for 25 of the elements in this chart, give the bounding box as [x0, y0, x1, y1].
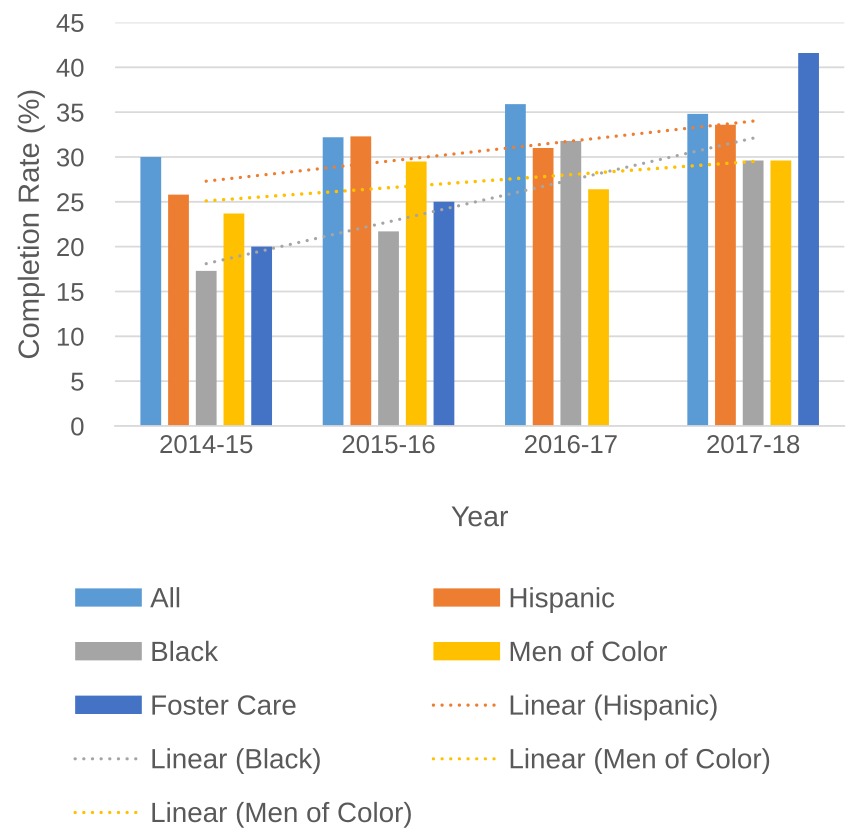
- y-axis-title: Completion Rate (%): [18, 90, 45, 358]
- legend-label: Black: [152, 640, 218, 662]
- y-tick-label: 35: [56, 104, 84, 122]
- y-tick-label: 40: [56, 58, 84, 77]
- x-tick-label: 2016-17: [524, 434, 617, 454]
- y-tick-label: 45: [56, 14, 84, 32]
- legend-label: Foster Care: [152, 695, 296, 715]
- legend-label: Hispanic: [510, 587, 614, 614]
- y-tick-label: 20: [57, 238, 84, 256]
- legend-label: Men of Color: [510, 640, 667, 662]
- y-tick-label: 30: [56, 148, 84, 167]
- legend-label: Linear (Black): [152, 748, 320, 774]
- legend-label: Linear (Hispanic): [510, 694, 717, 720]
- x-axis-title: Year: [452, 506, 508, 526]
- y-tick-label: 10: [58, 328, 84, 346]
- y-tick-label: 5: [71, 372, 84, 391]
- y-tick-label: 25: [57, 193, 84, 212]
- legend-label: Linear (Men of Color): [152, 802, 411, 828]
- x-tick-label: 2017-18: [707, 434, 800, 454]
- x-tick-label: 2014-15: [160, 434, 252, 454]
- y-tick-label: 15: [58, 283, 84, 302]
- legend-label: All: [150, 587, 180, 608]
- legend-label: Linear (Men of Color): [510, 748, 770, 774]
- y-tick-label: 0: [71, 417, 84, 436]
- x-tick-label: 2015-16: [342, 434, 435, 454]
